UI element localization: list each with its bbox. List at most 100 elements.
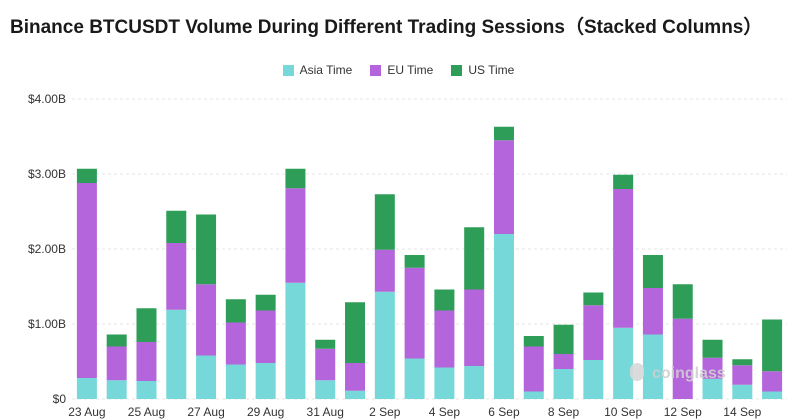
bar-segment[interactable]: 3 Sep · Asia Time (404, 358, 425, 400)
bar-segment[interactable]: 9 Sep · Asia Time (583, 360, 604, 399)
bar-segment[interactable]: 30 Aug · US Time (285, 168, 306, 189)
bar-segment[interactable]: 3 Sep · EU Time (404, 267, 425, 359)
bar-segment[interactable]: 9 Sep · EU Time (583, 305, 604, 360)
bar-segment[interactable]: 23 Aug · Asia Time (76, 378, 97, 399)
x-tick-label: 27 Aug (187, 405, 224, 419)
bar-segment[interactable]: 10 Sep · US Time (613, 174, 634, 189)
bar-segment[interactable]: 6 Sep · US Time (493, 126, 514, 141)
bar-segment[interactable]: 8 Sep · Asia Time (553, 369, 574, 399)
legend-item[interactable]: US Time (451, 63, 514, 77)
bar-segment[interactable]: 4 Sep · EU Time (434, 310, 455, 368)
x-tick-label: 2 Sep (369, 405, 401, 419)
bar-segment[interactable]: 26 Aug · US Time (166, 210, 187, 243)
bar-segment[interactable]: 30 Aug · Asia Time (285, 282, 306, 399)
bar-segment[interactable]: 3 Sep · US Time (404, 255, 425, 268)
bar-segment[interactable]: 5 Sep · US Time (464, 227, 485, 290)
bar-segment[interactable]: 4 Sep · Asia Time (434, 367, 455, 400)
y-axis: $0 $1.00B $2.00B $3.00B $4.00B (28, 92, 66, 406)
bar-segment[interactable]: 6 Sep · Asia Time (493, 234, 514, 399)
legend-item[interactable]: Asia Time (282, 63, 353, 77)
bar-segment[interactable]: 23 Aug · US Time (76, 168, 97, 183)
y-tick-label: $1.00B (28, 317, 66, 331)
bar-segment[interactable]: 8 Sep · US Time (553, 324, 574, 354)
bar-segment[interactable]: 29 Aug · EU Time (255, 310, 276, 364)
legend: Asia Time EU Time US Time (0, 63, 797, 77)
bar-segment[interactable]: 25 Aug · US Time (136, 308, 157, 342)
bar-segment[interactable]: 10 Sep · Asia Time (613, 327, 634, 399)
bar-segment[interactable]: 26 Aug · EU Time (166, 243, 187, 310)
bar-segment[interactable]: 29 Aug · US Time (255, 294, 276, 311)
bar-segment[interactable]: 14 Sep · EU Time (732, 365, 753, 385)
bar-segment[interactable]: 31 Aug · Asia Time (315, 380, 336, 399)
watermark-logo-icon (630, 363, 644, 381)
bar-segment[interactable]: 30 Aug · EU Time (285, 188, 306, 283)
x-tick-label: 31 Aug (307, 405, 344, 419)
bar-segment[interactable]: 5 Sep · EU Time (464, 289, 485, 367)
legend-label: EU Time (387, 63, 434, 77)
bar-segment[interactable]: 23 Aug · EU Time (76, 183, 97, 378)
bar-segment[interactable]: 29 Aug · Asia Time (255, 363, 276, 399)
legend-label: US Time (468, 63, 515, 77)
bar-segment[interactable]: 25 Aug · Asia Time (136, 381, 157, 399)
x-tick-label: 14 Sep (723, 405, 761, 419)
legend-label: Asia Time (299, 63, 353, 77)
bar-segment[interactable]: 1 Sep · Asia Time (345, 390, 366, 399)
bar-segment[interactable]: 2 Sep · US Time (374, 194, 395, 250)
bar-segment[interactable]: 15 Sep · Asia Time (762, 391, 783, 400)
bar-segment[interactable]: 1 Sep · EU Time (345, 363, 366, 391)
bar-segment[interactable]: 27 Aug · EU Time (196, 284, 217, 356)
x-tick-label: 4 Sep (429, 405, 461, 419)
bar-segment[interactable]: 7 Sep · US Time (523, 336, 544, 347)
legend-item[interactable]: EU Time (370, 63, 433, 77)
x-tick-label: 10 Sep (604, 405, 642, 419)
bar-segment[interactable]: 28 Aug · Asia Time (225, 364, 246, 400)
bar-segment[interactable]: 14 Sep · US Time (732, 359, 753, 366)
bar-segment[interactable]: 14 Sep · Asia Time (732, 384, 753, 399)
bar-segment[interactable]: 7 Sep · EU Time (523, 346, 544, 392)
bar-segment[interactable]: 27 Aug · US Time (196, 214, 217, 285)
bar-segment[interactable]: 12 Sep · EU Time (672, 318, 693, 399)
bar-segment[interactable]: 8 Sep · EU Time (553, 354, 574, 369)
x-tick-label: 8 Sep (548, 405, 580, 419)
bar-segment[interactable]: 25 Aug · EU Time (136, 342, 157, 381)
bar-segment[interactable]: 1 Sep · US Time (345, 302, 366, 363)
bar-segment[interactable]: 12 Sep · US Time (672, 284, 693, 319)
grid-lines (72, 98, 787, 400)
x-tick-label: 6 Sep (488, 405, 520, 419)
legend-swatch (370, 64, 382, 76)
bar-segment[interactable]: 6 Sep · EU Time (493, 140, 514, 234)
bar-segment[interactable]: 5 Sep · Asia Time (464, 366, 485, 399)
bar-segment[interactable]: 11 Sep · Asia Time (642, 334, 663, 400)
bar-segment[interactable]: 11 Sep · US Time (642, 255, 663, 288)
chart-title: Binance BTCUSDT Volume During Different … (10, 17, 763, 38)
y-tick-label: $3.00B (28, 167, 66, 181)
bar-segment[interactable]: 28 Aug · US Time (225, 299, 246, 323)
bar-segment[interactable]: 13 Sep · US Time (702, 339, 723, 358)
watermark-text: coinglass (652, 365, 726, 382)
bar-segment[interactable]: 27 Aug · Asia Time (196, 355, 217, 400)
bar-segment[interactable]: 15 Sep · US Time (762, 319, 783, 372)
bar-segment[interactable]: 15 Sep · EU Time (762, 371, 783, 392)
y-tick-label: $0 (53, 392, 67, 406)
bar-segment[interactable]: 31 Aug · EU Time (315, 348, 336, 381)
bars: 23 Aug · Asia Time23 Aug · EU Time23 Aug… (76, 126, 783, 400)
x-tick-label: 25 Aug (128, 405, 165, 419)
bar-segment[interactable]: 11 Sep · EU Time (642, 288, 663, 335)
bar-segment[interactable]: 10 Sep · EU Time (613, 189, 634, 328)
bar-segment[interactable]: 28 Aug · EU Time (225, 322, 246, 365)
bar-segment[interactable]: 7 Sep · Asia Time (523, 391, 544, 400)
bar-segment[interactable]: 4 Sep · US Time (434, 289, 455, 311)
bar-segment[interactable]: 2 Sep · Asia Time (374, 291, 395, 399)
bar-segment[interactable]: 31 Aug · US Time (315, 339, 336, 349)
bar-segment[interactable]: 13 Sep · Asia Time (702, 378, 723, 399)
watermark: coinglass (630, 363, 726, 382)
bar-segment[interactable]: 9 Sep · US Time (583, 292, 604, 306)
x-axis: 23 Aug 25 Aug 27 Aug 29 Aug 31 Aug 2 Sep 4 Sep… (68, 405, 761, 419)
bar-segment[interactable]: 2 Sep · EU Time (374, 249, 395, 292)
bar-segment[interactable]: 13 Sep · EU Time (702, 357, 723, 379)
bar-segment[interactable]: 24 Aug · EU Time (106, 346, 127, 381)
bar-segment[interactable]: 24 Aug · US Time (106, 334, 127, 347)
bar-segment[interactable]: 26 Aug · Asia Time (166, 309, 187, 399)
bar-segment[interactable]: 24 Aug · Asia Time (106, 380, 127, 399)
